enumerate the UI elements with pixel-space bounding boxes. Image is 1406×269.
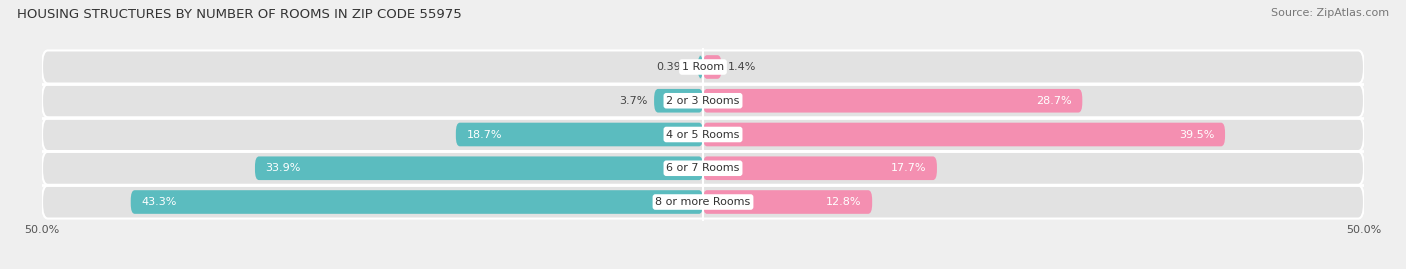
Text: 1.4%: 1.4%: [728, 62, 756, 72]
FancyBboxPatch shape: [703, 89, 1083, 112]
Text: 4 or 5 Rooms: 4 or 5 Rooms: [666, 129, 740, 140]
Text: Source: ZipAtlas.com: Source: ZipAtlas.com: [1271, 8, 1389, 18]
Text: 1 Room: 1 Room: [682, 62, 724, 72]
FancyBboxPatch shape: [254, 157, 703, 180]
Text: 0.39%: 0.39%: [655, 62, 692, 72]
FancyBboxPatch shape: [654, 89, 703, 112]
FancyBboxPatch shape: [697, 55, 703, 79]
FancyBboxPatch shape: [703, 123, 1225, 146]
FancyBboxPatch shape: [703, 55, 721, 79]
Text: 33.9%: 33.9%: [266, 163, 301, 173]
Text: 18.7%: 18.7%: [467, 129, 502, 140]
Text: 6 or 7 Rooms: 6 or 7 Rooms: [666, 163, 740, 173]
FancyBboxPatch shape: [131, 190, 703, 214]
Text: 39.5%: 39.5%: [1180, 129, 1215, 140]
Text: 17.7%: 17.7%: [891, 163, 927, 173]
FancyBboxPatch shape: [42, 84, 1364, 117]
Text: 12.8%: 12.8%: [827, 197, 862, 207]
Text: 3.7%: 3.7%: [619, 96, 648, 106]
Text: 8 or more Rooms: 8 or more Rooms: [655, 197, 751, 207]
Text: HOUSING STRUCTURES BY NUMBER OF ROOMS IN ZIP CODE 55975: HOUSING STRUCTURES BY NUMBER OF ROOMS IN…: [17, 8, 461, 21]
FancyBboxPatch shape: [42, 118, 1364, 151]
Text: 2 or 3 Rooms: 2 or 3 Rooms: [666, 96, 740, 106]
FancyBboxPatch shape: [42, 185, 1364, 218]
FancyBboxPatch shape: [456, 123, 703, 146]
Text: 43.3%: 43.3%: [141, 197, 177, 207]
FancyBboxPatch shape: [42, 152, 1364, 185]
FancyBboxPatch shape: [42, 51, 1364, 84]
Text: 28.7%: 28.7%: [1036, 96, 1071, 106]
FancyBboxPatch shape: [703, 190, 872, 214]
FancyBboxPatch shape: [703, 157, 936, 180]
